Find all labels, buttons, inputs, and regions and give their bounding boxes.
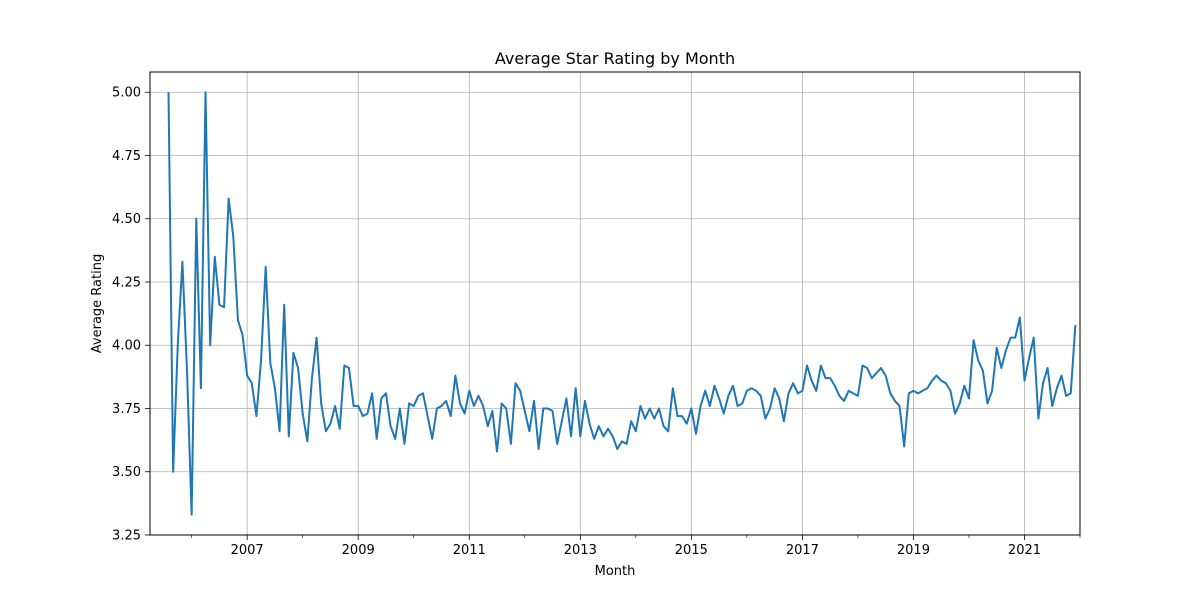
chart-title: Average Star Rating by Month (495, 49, 735, 68)
y-tick-label: 4.50 (112, 212, 141, 227)
y-tick-label: 4.75 (112, 149, 141, 164)
x-tick-label: 2015 (675, 543, 708, 558)
x-tick-label: 2021 (1008, 543, 1041, 558)
x-tick-label: 2009 (342, 543, 375, 558)
x-tick-label: 2011 (453, 543, 486, 558)
x-tick-label: 2019 (897, 543, 930, 558)
y-tick-label: 3.50 (112, 465, 141, 480)
y-tick-label: 3.25 (112, 529, 141, 544)
axis-ticks: 2007 2009 2011 2013 2015 2017 2019 2021 3.25 3.50… (112, 86, 1081, 558)
x-axis-label: Month (595, 564, 636, 579)
series-layer (167, 91, 1077, 516)
x-tick-label: 2013 (564, 543, 597, 558)
y-tick-label: 4.25 (112, 275, 141, 290)
y-tick-label: 3.75 (112, 402, 141, 417)
x-tick-label: 2007 (231, 543, 264, 558)
rating-series-line (167, 91, 1077, 516)
y-tick-label: 5.00 (112, 86, 141, 101)
x-tick-label: 2017 (786, 543, 819, 558)
y-tick-label: 4.00 (112, 339, 141, 354)
y-axis-label: Average Rating (90, 254, 105, 353)
plot-frame (149, 71, 1081, 536)
